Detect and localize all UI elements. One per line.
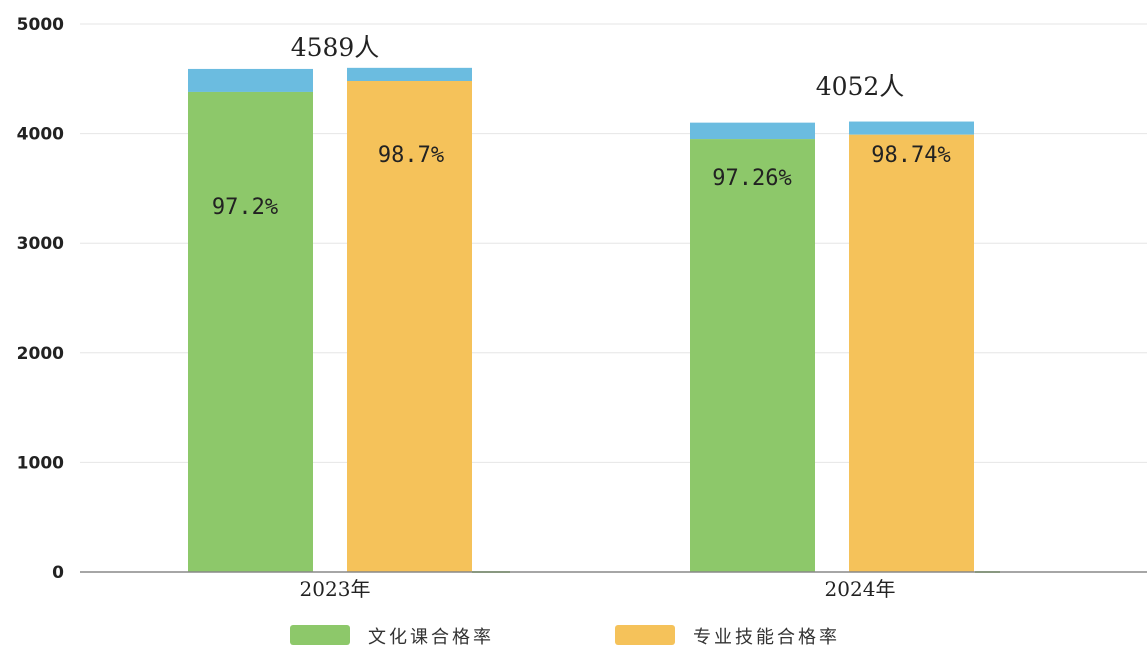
bar-segment-top xyxy=(690,122,815,140)
y-tick-label: 4000 xyxy=(17,125,64,145)
y-tick-label: 5000 xyxy=(17,15,64,35)
x-tick-label: 2024年 xyxy=(825,577,896,601)
y-tick-label: 0 xyxy=(52,563,64,583)
bar-segment-main xyxy=(347,80,472,572)
rate-label: 98.74% xyxy=(871,143,950,168)
legend-label: 文化课合格率 xyxy=(368,627,494,648)
bar-segment-top xyxy=(188,68,313,92)
total-label: 4052人 xyxy=(816,72,905,101)
legend-swatch xyxy=(615,625,675,645)
total-label: 4589人 xyxy=(291,33,380,62)
legend-label: 专业技能合格率 xyxy=(693,627,840,648)
bar-segment-main xyxy=(690,139,815,572)
bar-segment-top xyxy=(347,67,472,81)
rate-label: 97.26% xyxy=(712,166,791,191)
y-tick-label: 2000 xyxy=(17,344,64,364)
x-tick-label: 2023年 xyxy=(300,577,371,601)
rate-label: 97.2% xyxy=(212,195,278,220)
y-tick-label: 3000 xyxy=(17,234,64,254)
legend-swatch xyxy=(290,625,350,645)
bar-segment-main xyxy=(188,91,313,573)
bar-segment-main xyxy=(849,134,974,573)
y-tick-label: 1000 xyxy=(17,453,64,473)
bar-segment-top xyxy=(849,121,974,135)
rate-label: 98.7% xyxy=(378,143,444,168)
